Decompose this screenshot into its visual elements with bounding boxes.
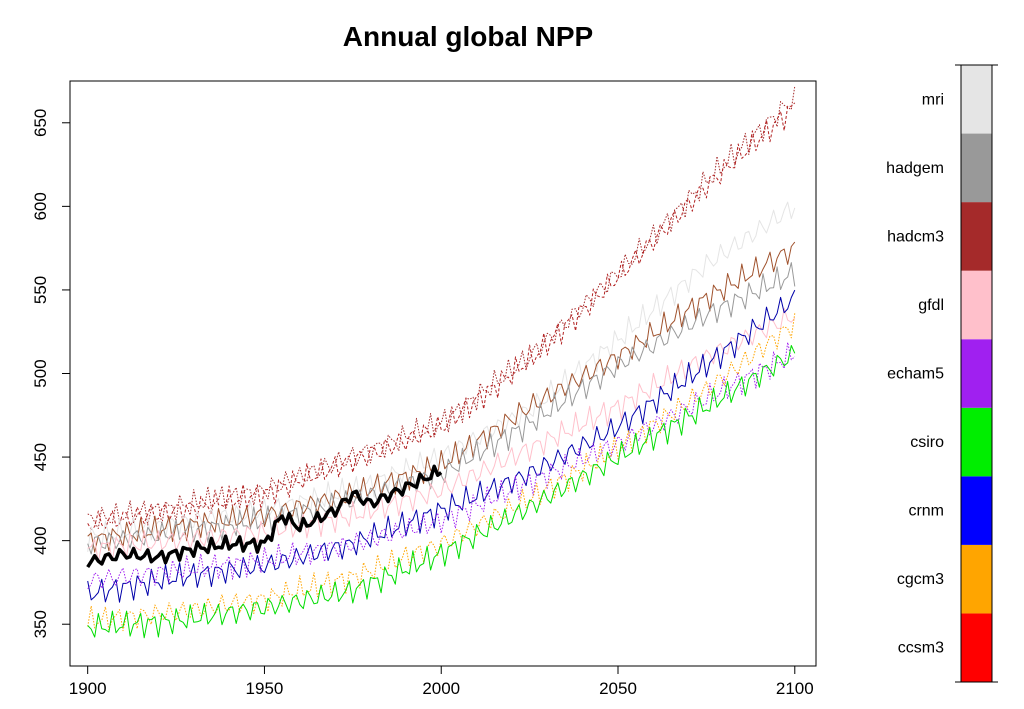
- legend-frame: [960, 64, 993, 683]
- legend-swatch-hadgem: [961, 133, 992, 203]
- legend-swatch-csiro: [961, 407, 992, 477]
- series-line-8: [87, 313, 796, 632]
- series-layer: [86, 85, 796, 639]
- y-tick-label: 600: [31, 192, 50, 220]
- x-tick-label: 2000: [422, 679, 460, 698]
- legend-label: hadgem: [886, 160, 944, 177]
- series-line-10: [86, 464, 443, 569]
- legend-swatch-cgcm3: [961, 544, 992, 614]
- series-line-4: [87, 262, 796, 555]
- legend-swatch-mri: [961, 65, 992, 134]
- y-tick-label: 350: [31, 610, 50, 638]
- y-tick-label: 450: [31, 443, 50, 471]
- series-line-0: [87, 85, 796, 529]
- legend-label: gfdl: [918, 297, 944, 314]
- y-tick-label: 550: [31, 276, 50, 304]
- y-axis: 350 400 450 500 550 600 650: [31, 109, 70, 638]
- legend-label: crnm: [908, 503, 944, 520]
- legend-label: csiro: [910, 434, 944, 451]
- legend-swatch-gfdl: [961, 270, 992, 340]
- x-tick-label: 1900: [69, 679, 107, 698]
- legend-label: mri: [922, 91, 944, 108]
- legend-swatch-hadcm3: [961, 202, 992, 271]
- legend-label: hadcm3: [887, 228, 944, 245]
- chart-title: Annual global NPP: [343, 21, 593, 52]
- legend-label: echam5: [887, 366, 944, 383]
- x-tick-label: 2100: [776, 679, 814, 698]
- series-line-5: [87, 307, 796, 563]
- series-line-2: [87, 201, 796, 552]
- y-tick-label: 500: [31, 359, 50, 387]
- legend-swatch-ccsm3: [961, 613, 992, 682]
- series-line-3: [87, 241, 796, 553]
- legend-swatch-echam5: [961, 339, 992, 408]
- y-tick-label: 400: [31, 526, 50, 554]
- series-line-1: [87, 102, 796, 530]
- series-line-6: [87, 289, 796, 603]
- x-axis: 1900 1950 2000 2050 2100: [69, 665, 814, 698]
- x-tick-label: 1950: [246, 679, 284, 698]
- legend-label: cgcm3: [897, 571, 944, 588]
- x-tick-label: 2050: [599, 679, 637, 698]
- series-line-9: [87, 345, 796, 639]
- legend-label: ccsm3: [898, 640, 944, 657]
- legend-colorbar: ccsm3 cgcm3 crnm csiro echam5 gfdl hadcm3 hadge…: [886, 64, 998, 683]
- series-line-7: [87, 341, 796, 590]
- legend-swatch-crnm: [961, 476, 992, 545]
- y-tick-label: 650: [31, 109, 50, 137]
